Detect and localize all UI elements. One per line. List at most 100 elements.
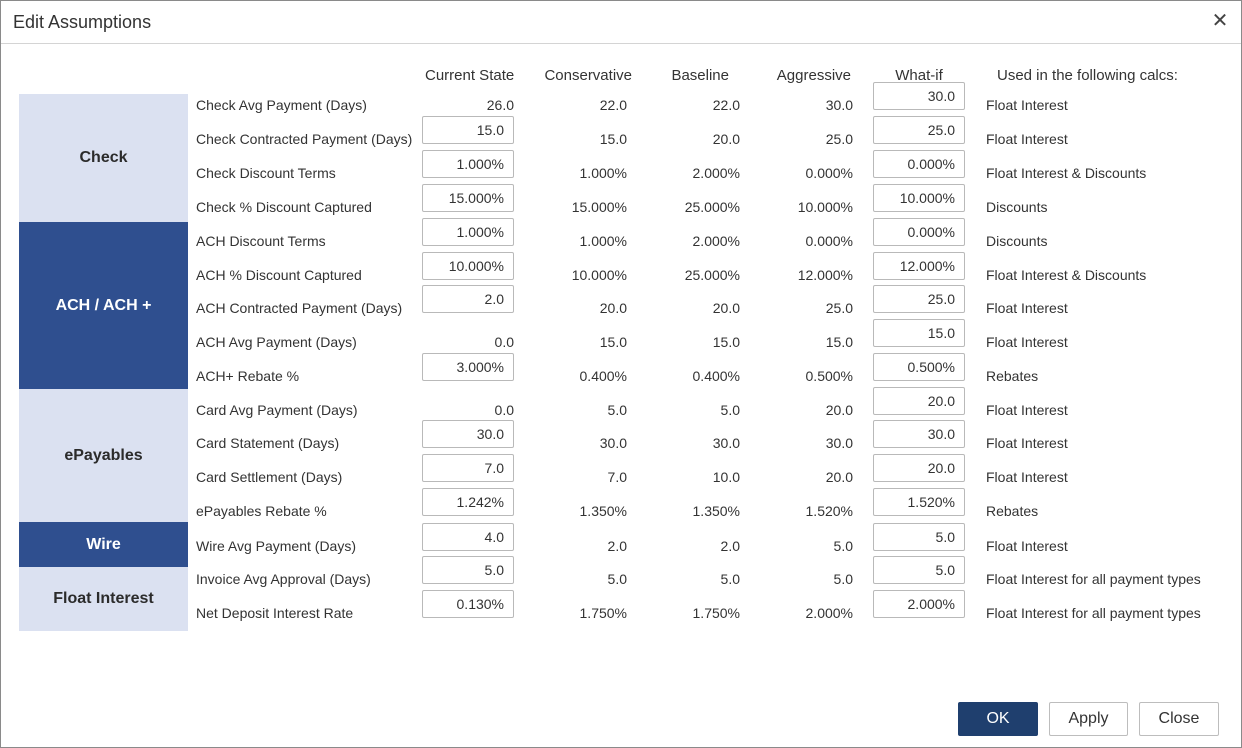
current-state-input[interactable]: [422, 420, 514, 448]
table-row: Check Contracted Payment (Days) 15.0 20.0 2…: [1, 116, 1241, 163]
group-label: ACH / ACH +: [55, 296, 152, 314]
row-label: ACH Contracted Payment (Days): [196, 300, 403, 316]
current-state-input[interactable]: [422, 150, 514, 178]
what-if-input[interactable]: [873, 523, 965, 551]
aggressive-value: 5.0: [833, 571, 853, 587]
baseline-value: 22.0: [712, 97, 740, 113]
used-in-calcs-text: Float Interest: [986, 97, 1068, 113]
aggressive-value: 0.000%: [805, 233, 853, 249]
used-in-calcs-text: Float Interest: [986, 469, 1068, 485]
conservative-value: 22.0: [599, 97, 627, 113]
used-in-calcs-text: Float Interest: [986, 402, 1068, 418]
close-icon[interactable]: ✕: [1211, 10, 1229, 32]
group-wire: Wire: [19, 522, 188, 567]
baseline-value: 1.750%: [692, 605, 740, 621]
baseline-value: 0.400%: [692, 368, 740, 384]
row-label: Check Discount Terms: [196, 165, 336, 181]
column-header-baseline: Baseline: [671, 67, 729, 84]
group-label: ePayables: [64, 446, 143, 464]
row-label: Check Avg Payment (Days): [196, 97, 367, 113]
used-in-calcs-text: Float Interest & Discounts: [986, 267, 1147, 283]
what-if-input[interactable]: [873, 420, 965, 448]
what-if-input[interactable]: [873, 488, 965, 516]
used-in-calcs-text: Float Interest: [986, 131, 1068, 147]
current-state-value: 0.0: [494, 334, 514, 350]
used-in-calcs-text: Rebates: [986, 368, 1039, 384]
what-if-input[interactable]: [873, 252, 965, 280]
what-if-input[interactable]: [873, 454, 965, 482]
baseline-value: 10.0: [712, 469, 740, 485]
what-if-input[interactable]: [873, 82, 965, 110]
what-if-input[interactable]: [873, 116, 965, 144]
table-row: ACH+ Rebate % 0.400% 0.400% 0.500% Rebates: [1, 353, 1241, 400]
what-if-input[interactable]: [873, 319, 965, 347]
used-in-calcs-text: Float Interest for all payment types: [986, 571, 1201, 587]
aggressive-value: 30.0: [825, 97, 853, 113]
what-if-input[interactable]: [873, 556, 965, 584]
aggressive-value: 5.0: [833, 538, 853, 554]
table-row: Card Avg Payment (Days) 0.0 5.0 5.0 20.0 Floa…: [1, 387, 1241, 434]
what-if-input[interactable]: [873, 285, 965, 313]
row-label: Check Contracted Payment (Days): [196, 131, 413, 147]
table-row: Check % Discount Captured 15.000% 25.000% 1…: [1, 184, 1241, 231]
aggressive-value: 12.000%: [797, 267, 853, 283]
table-row: Wire Avg Payment (Days) 2.0 2.0 5.0 Float In…: [1, 523, 1241, 570]
aggressive-value: 0.000%: [805, 165, 853, 181]
conservative-value: 1.750%: [579, 605, 627, 621]
column-header-conservative: Conservative: [544, 67, 632, 84]
what-if-input[interactable]: [873, 218, 965, 246]
current-state-input[interactable]: [422, 523, 514, 551]
current-state-input[interactable]: [422, 556, 514, 584]
row-label: Check % Discount Captured: [196, 199, 372, 215]
conservative-value: 1.000%: [579, 165, 627, 181]
baseline-value: 2.0: [720, 538, 740, 554]
row-label: Card Statement (Days): [196, 435, 340, 451]
what-if-input[interactable]: [873, 150, 965, 178]
table-row: Invoice Avg Approval (Days) 5.0 5.0 5.0 Floa…: [1, 556, 1241, 603]
current-state-input[interactable]: [422, 285, 514, 313]
current-state-input[interactable]: [422, 252, 514, 280]
used-in-calcs-text: Float Interest: [986, 538, 1068, 554]
close-button[interactable]: Close: [1139, 702, 1219, 736]
used-in-calcs-text: Float Interest for all payment types: [986, 605, 1201, 621]
baseline-value: 5.0: [720, 402, 740, 418]
row-label: ePayables Rebate %: [196, 503, 327, 519]
what-if-input[interactable]: [873, 353, 965, 381]
group-label: Check: [79, 149, 128, 166]
what-if-input[interactable]: [873, 387, 965, 415]
what-if-input[interactable]: [873, 590, 965, 618]
current-state-input[interactable]: [422, 116, 514, 144]
baseline-value: 15.0: [712, 334, 740, 350]
current-state-input[interactable]: [422, 353, 514, 381]
current-state-input[interactable]: [422, 454, 514, 482]
aggressive-value: 20.0: [825, 469, 853, 485]
ok-button[interactable]: OK: [958, 702, 1038, 736]
baseline-value: 25.000%: [684, 199, 740, 215]
row-label: Wire Avg Payment (Days): [196, 538, 357, 554]
dialog-titlebar: Edit Assumptions ✕: [1, 1, 1241, 44]
current-state-input[interactable]: [422, 590, 514, 618]
table-row: Check Discount Terms 1.000% 2.000% 0.000% Fl…: [1, 150, 1241, 197]
current-state-input[interactable]: [422, 488, 514, 516]
used-in-calcs-text: Float Interest: [986, 300, 1068, 316]
baseline-value: 2.000%: [692, 233, 740, 249]
table-row: Check Avg Payment (Days) 26.0 22.0 22.0 30.0…: [1, 82, 1241, 129]
current-state-input[interactable]: [422, 218, 514, 246]
current-state-input[interactable]: [422, 184, 514, 212]
conservative-value: 30.0: [599, 435, 627, 451]
dialog-title: Edit Assumptions: [13, 12, 152, 32]
what-if-input[interactable]: [873, 184, 965, 212]
used-in-calcs-text: Float Interest: [986, 435, 1068, 451]
conservative-value: 15.000%: [571, 199, 627, 215]
table-row: ACH Contracted Payment (Days) 20.0 20.0 25.…: [1, 285, 1241, 332]
baseline-value: 20.0: [712, 300, 740, 316]
current-state-value: 26.0: [486, 97, 514, 113]
aggressive-value: 25.0: [825, 131, 853, 147]
conservative-value: 2.0: [607, 538, 627, 554]
conservative-value: 1.000%: [579, 233, 627, 249]
baseline-value: 25.000%: [684, 267, 740, 283]
conservative-value: 5.0: [607, 402, 627, 418]
apply-button[interactable]: Apply: [1049, 702, 1128, 736]
aggressive-value: 25.0: [825, 300, 853, 316]
